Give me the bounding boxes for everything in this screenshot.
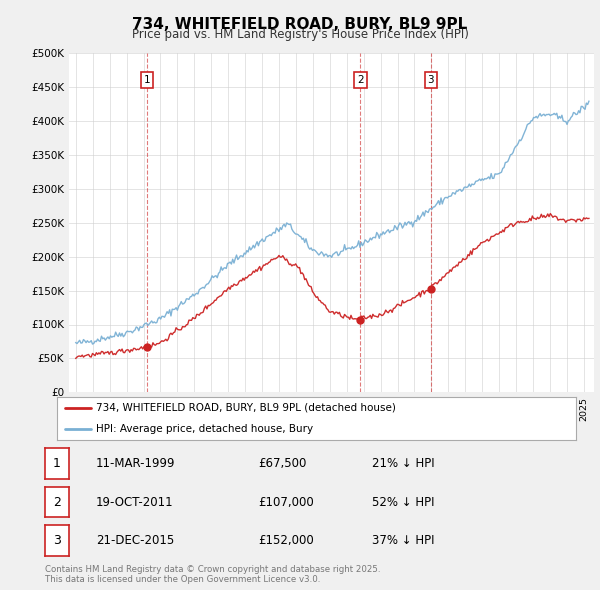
- Text: £67,500: £67,500: [258, 457, 307, 470]
- Text: 52% ↓ HPI: 52% ↓ HPI: [372, 496, 434, 509]
- Text: £152,000: £152,000: [258, 534, 314, 547]
- Text: 2: 2: [53, 496, 61, 509]
- Text: 1: 1: [143, 76, 150, 85]
- Text: £107,000: £107,000: [258, 496, 314, 509]
- Text: Price paid vs. HM Land Registry's House Price Index (HPI): Price paid vs. HM Land Registry's House …: [131, 28, 469, 41]
- Text: 1: 1: [53, 457, 61, 470]
- Text: 734, WHITEFIELD ROAD, BURY, BL9 9PL: 734, WHITEFIELD ROAD, BURY, BL9 9PL: [133, 17, 467, 31]
- Text: 3: 3: [53, 534, 61, 547]
- Text: 37% ↓ HPI: 37% ↓ HPI: [372, 534, 434, 547]
- Text: 3: 3: [428, 76, 434, 85]
- Text: HPI: Average price, detached house, Bury: HPI: Average price, detached house, Bury: [96, 424, 313, 434]
- Text: 19-OCT-2011: 19-OCT-2011: [96, 496, 173, 509]
- Text: 21% ↓ HPI: 21% ↓ HPI: [372, 457, 434, 470]
- Text: 11-MAR-1999: 11-MAR-1999: [96, 457, 176, 470]
- Text: 21-DEC-2015: 21-DEC-2015: [96, 534, 174, 547]
- Text: 734, WHITEFIELD ROAD, BURY, BL9 9PL (detached house): 734, WHITEFIELD ROAD, BURY, BL9 9PL (det…: [96, 403, 396, 412]
- Text: 2: 2: [357, 76, 364, 85]
- Text: Contains HM Land Registry data © Crown copyright and database right 2025.
This d: Contains HM Land Registry data © Crown c…: [45, 565, 380, 584]
